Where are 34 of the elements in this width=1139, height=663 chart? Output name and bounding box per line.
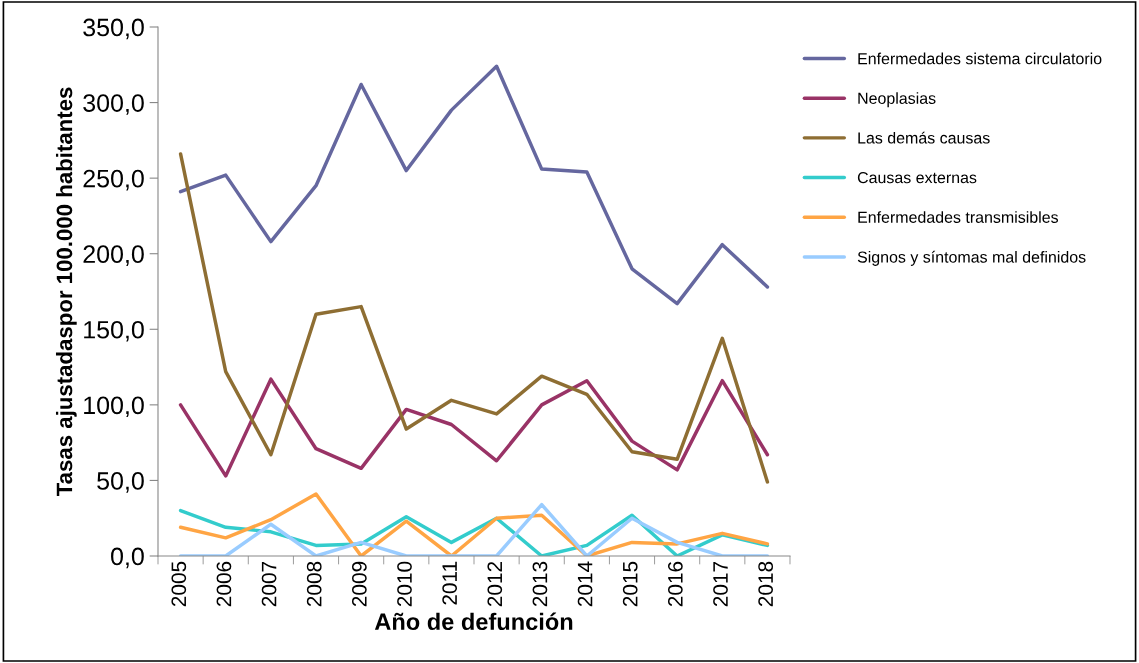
line-series [178, 492, 770, 556]
x-tick-label: 2011 [442, 561, 458, 605]
legend-label: Signos y síntomas mal definidos [857, 250, 1086, 266]
x-tick-label: 2018 [758, 561, 774, 607]
x-tick-label: 2005 [171, 561, 187, 607]
x-tick-label: 2014 [577, 561, 593, 607]
y-tick-label: 250,0 [83, 169, 144, 191]
line-series [178, 152, 770, 484]
x-tick-label: 2016 [667, 561, 683, 607]
y-tick-label: 150,0 [84, 320, 144, 342]
x-tick-label: 2008 [306, 561, 322, 607]
x-tick-label: 2017 [713, 561, 728, 607]
x-tick-label: 2012 [487, 561, 503, 607]
legend-label: Causas externas [857, 171, 977, 184]
x-tick-label: 2013 [532, 561, 548, 607]
legend-label: Las demás causas [858, 131, 990, 144]
x-axis-title: Año de defunción [374, 612, 573, 631]
legend-label: Enfermedades sistema circulatorio [858, 52, 1102, 65]
legend-label: Neoplasias [858, 92, 936, 108]
x-tick-label: 2007 [261, 561, 277, 607]
x-tick-label: 2010 [397, 561, 412, 607]
y-tick-label: 200,0 [83, 245, 144, 266]
x-tick-label: 2015 [622, 561, 638, 607]
y-tick-label: 0,0 [111, 547, 144, 569]
line-series [178, 64, 770, 306]
y-tick-label: 100,0 [84, 396, 144, 418]
legend-label: Enfermedades transmisibles [858, 211, 1059, 223]
x-tick-label: 2009 [351, 561, 367, 607]
y-tick-label: 300,0 [83, 94, 144, 115]
line-series [178, 377, 770, 478]
y-axis-title: Tasas ajustadaspor 100.000 habitantes [55, 87, 77, 497]
y-tick-label: 50,0 [97, 472, 144, 493]
x-tick-label: 2006 [216, 561, 232, 607]
y-tick-label: 350,0 [83, 18, 144, 40]
